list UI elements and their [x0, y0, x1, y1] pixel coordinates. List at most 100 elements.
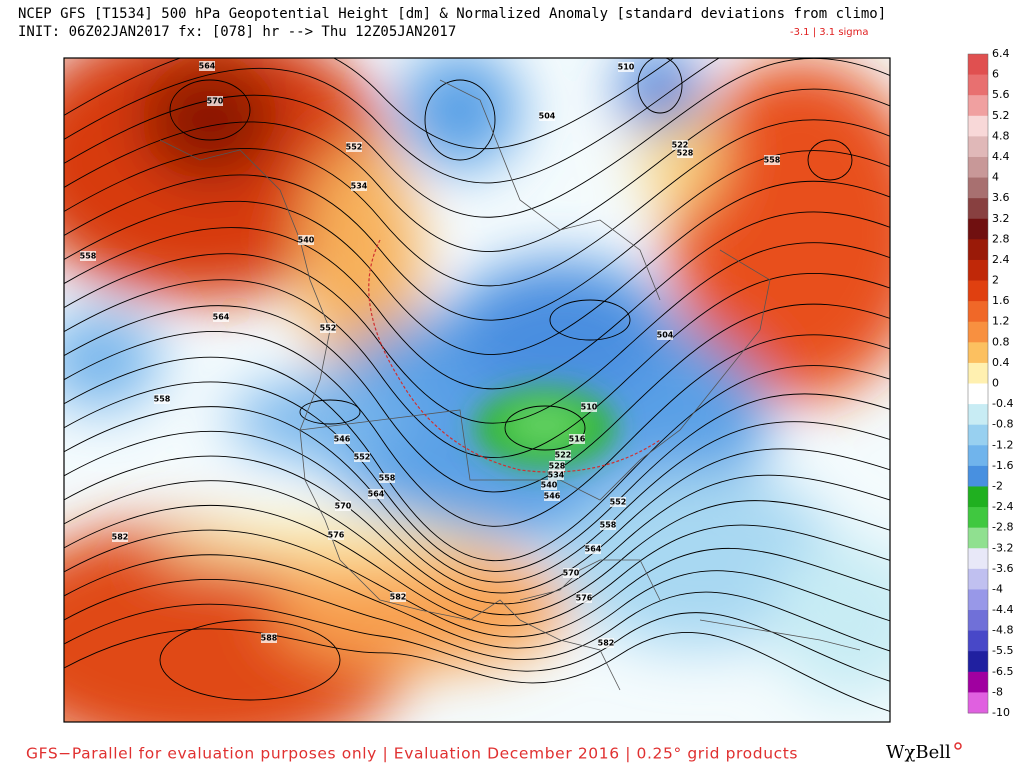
map: 5645705525345405585645525585465525585645… [64, 58, 890, 722]
colorbar-label: 4.4 [992, 150, 1010, 163]
colorbar-swatch [968, 95, 988, 117]
colorbar-label: 4 [992, 171, 999, 184]
contour-label: 558 [600, 521, 617, 530]
colorbar-swatch [968, 445, 988, 467]
colorbar-label: 1.6 [992, 294, 1010, 307]
contour-label: 588 [261, 634, 278, 643]
contour-label: 570 [563, 569, 580, 578]
contour-line [64, 58, 721, 184]
contour-label-bg [199, 61, 215, 71]
contour-line [64, 58, 675, 150]
contour-label-bg [541, 480, 557, 490]
colorbar-swatch [968, 465, 988, 487]
colorbar-swatch [968, 321, 988, 343]
contour-label: 528 [677, 149, 694, 158]
contour-label-bg [207, 96, 223, 106]
coastlines [159, 79, 861, 691]
contour-label: 510 [618, 63, 635, 72]
contour-closed [807, 139, 853, 181]
title: NCEP GFS [T1534] 500 hPa Geopotential He… [18, 6, 886, 22]
contour-closed [159, 619, 341, 701]
contour-label-bg [154, 394, 170, 404]
contour-line [64, 480, 890, 616]
colorbar-swatch [968, 568, 988, 590]
contour-line [64, 58, 890, 218]
colorbar-label: 2.8 [992, 232, 1010, 245]
colorbar-label: 3.6 [992, 191, 1010, 204]
colorbar-swatch [968, 74, 988, 96]
contour-label: 540 [298, 236, 315, 245]
contour-label-bg [112, 532, 128, 542]
contour-line [64, 406, 890, 583]
contour-label-bg [598, 638, 614, 648]
contour-line [64, 504, 890, 627]
contour-label: 582 [112, 533, 129, 542]
colorbar-swatch [968, 177, 988, 199]
contour-line [64, 242, 890, 424]
contour-label-bg [555, 450, 571, 460]
colorbar-label: 2.4 [992, 253, 1010, 266]
colorbar-label: 6.4 [992, 47, 1010, 60]
colorbar-swatch [968, 115, 988, 137]
contour-label: 552 [354, 453, 371, 462]
colorbar-swatch [968, 198, 988, 220]
contour-label: 546 [334, 435, 351, 444]
contour-label: 570 [207, 97, 224, 106]
colorbar-swatch [968, 548, 988, 570]
contour-label-bg [80, 251, 96, 261]
contour-label: 564 [368, 490, 385, 499]
contour-closed [504, 405, 586, 451]
contour-label-bg [548, 470, 564, 480]
colorbar-swatch [968, 507, 988, 529]
contour-label-bg [585, 544, 601, 554]
contour-label-bg [539, 111, 555, 121]
contour-label: 552 [346, 143, 363, 152]
colorbar-label: -5.5 [992, 644, 1013, 657]
colorbar-label: -0.4 [992, 397, 1013, 410]
contour-label: 558 [154, 395, 171, 404]
colorbar-label: -10 [992, 706, 1010, 719]
colorbar-label: -6.5 [992, 665, 1013, 678]
colorbar-swatch [968, 54, 988, 76]
contour-label-bg [581, 402, 597, 412]
contour-label-bg [576, 593, 592, 603]
contour-line [64, 331, 890, 527]
contour-line [64, 579, 890, 660]
contour-line [64, 272, 890, 458]
contour-line [64, 603, 890, 682]
contour-label-bg [298, 235, 314, 245]
colorbar-label: -4 [992, 582, 1003, 595]
contour-label: 528 [549, 462, 566, 471]
map-frame [63, 57, 891, 723]
colorbar-swatch [968, 301, 988, 323]
contour-label: 552 [610, 498, 627, 507]
colorbar-label: -3.2 [992, 541, 1013, 554]
contour-label: 582 [390, 593, 407, 602]
colorbar-label: 6 [992, 68, 999, 81]
colorbar-swatch [968, 651, 988, 673]
contour-label: 564 [213, 313, 230, 322]
contour-label: 558 [379, 474, 396, 483]
logo: WχBell [886, 742, 951, 763]
contour-label: 564 [585, 545, 602, 554]
colorbar-swatch [968, 218, 988, 240]
contour-label: 516 [569, 435, 586, 444]
colorbar-swatch [968, 362, 988, 384]
contour-label: 576 [328, 531, 345, 540]
contour-label: 582 [598, 639, 615, 648]
colorbar-swatch [968, 610, 988, 632]
contour-label-bg [600, 520, 616, 530]
anomaly-core [475, 388, 615, 468]
contour-label: 558 [764, 156, 781, 165]
colorbar-label: 1.2 [992, 315, 1010, 328]
contour-label-bg [368, 489, 384, 499]
contour-label-bg [563, 568, 579, 578]
colorbar-swatch [968, 259, 988, 282]
contour-label-bg [618, 62, 634, 72]
colorbar-label: -1.6 [992, 459, 1013, 472]
contour-label: 540 [541, 481, 558, 490]
contour-line [64, 180, 890, 355]
contour-line [64, 430, 890, 594]
